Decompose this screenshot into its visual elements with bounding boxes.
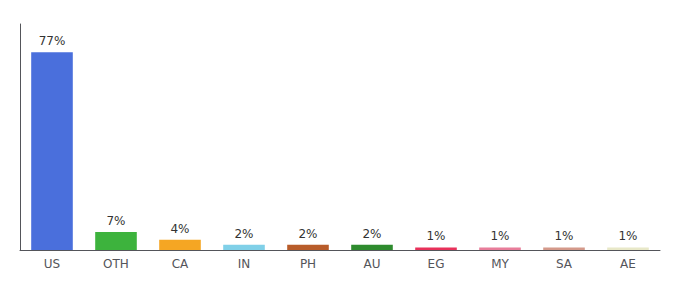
svg-text:US: US [44,257,60,271]
svg-text:2%: 2% [234,227,253,241]
svg-text:4%: 4% [170,222,189,236]
svg-text:IN: IN [238,257,251,271]
svg-text:2%: 2% [298,227,317,241]
svg-text:1%: 1% [490,229,509,243]
svg-text:1%: 1% [426,229,445,243]
svg-text:AU: AU [364,257,381,271]
svg-text:PH: PH [300,257,316,271]
svg-text:OTH: OTH [103,257,129,271]
svg-text:77%: 77% [39,34,66,48]
svg-text:AE: AE [620,257,636,271]
svg-text:1%: 1% [618,229,637,243]
svg-text:CA: CA [172,257,189,271]
svg-text:MY: MY [491,257,509,271]
svg-text:2%: 2% [362,227,381,241]
svg-text:7%: 7% [106,214,125,228]
svg-text:1%: 1% [554,229,573,243]
svg-text:SA: SA [556,257,573,271]
svg-text:EG: EG [428,257,445,271]
